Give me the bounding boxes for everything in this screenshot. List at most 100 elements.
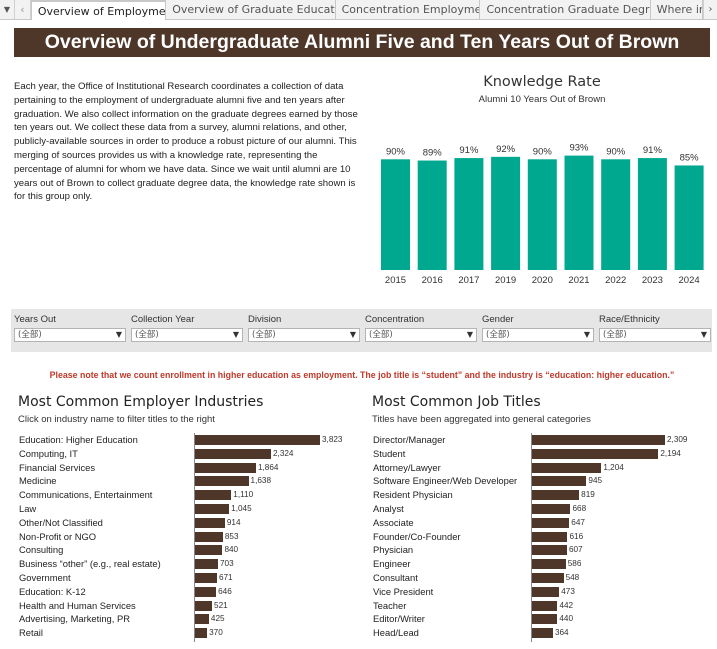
job-title-row[interactable]: Engineer 586 [373,557,713,571]
job-title-row[interactable]: Associate 647 [373,516,713,530]
job-title-label[interactable]: Engineer [373,558,411,570]
knowledge-rate-bar-2022[interactable] [601,159,631,270]
industry-row[interactable]: Advertising, Marketing, PR 425 [19,612,349,626]
job-title-row[interactable]: Director/Manager 2,309 [373,433,713,447]
tab-overview-of-employment[interactable]: Overview of Employment [30,0,167,20]
tab-menu-icon[interactable]: ▼ [0,0,15,19]
job-title-label[interactable]: Consultant [373,571,418,583]
industry-bar[interactable] [195,600,213,611]
job-title-bar[interactable] [532,545,567,556]
job-title-label[interactable]: Teacher [373,599,407,611]
industry-label[interactable]: Computing, IT [19,447,78,459]
job-title-bar[interactable] [532,628,553,639]
job-title-row[interactable]: Resident Physician 819 [373,488,713,502]
industry-row[interactable]: Communications, Entertainment 1,110 [19,488,349,502]
tab-concentration-graduate-degrees[interactable]: Concentration Graduate Degre... [480,0,651,19]
job-title-label[interactable]: Analyst [373,502,404,514]
industry-label[interactable]: Other/Not Classified [19,516,103,528]
job-title-label[interactable]: Physician [373,544,414,556]
concentration-select[interactable]: (全部) ▼ [365,328,477,342]
job-title-bar[interactable] [532,448,659,459]
job-title-row[interactable]: Editor/Writer 440 [373,612,713,626]
job-title-label[interactable]: Vice President [373,585,434,597]
knowledge-rate-bar-2015[interactable] [381,159,410,270]
industry-row[interactable]: Retail 370 [19,626,349,640]
job-title-row[interactable]: Head/Lead 364 [373,626,713,640]
job-title-label[interactable]: Resident Physician [373,489,453,501]
division-select[interactable]: (全部) ▼ [248,328,360,342]
industry-label[interactable]: Advertising, Marketing, PR [19,613,130,625]
industry-row[interactable]: Other/Not Classified 914 [19,516,349,530]
industry-label[interactable]: Government [19,571,71,583]
industry-bar[interactable] [195,628,208,639]
tab-scroll-left-icon[interactable]: ‹ [15,0,31,19]
job-title-bar[interactable] [532,490,580,501]
years-out-select[interactable]: (全部) ▼ [14,328,126,342]
tab-where-in-the-world[interactable]: Where in th [651,0,703,19]
industry-label[interactable]: Medicine [19,475,57,487]
race-ethnicity-select[interactable]: (全部) ▼ [599,328,711,342]
industry-bar[interactable] [195,572,217,583]
industry-label[interactable]: Education: K-12 [19,585,86,597]
industry-bar[interactable] [195,531,223,542]
job-title-row[interactable]: Founder/Co-Founder 616 [373,530,713,544]
industry-row[interactable]: Medicine 1,638 [19,474,349,488]
job-title-label[interactable]: Editor/Writer [373,613,425,625]
industry-label[interactable]: Health and Human Services [19,599,136,611]
job-title-label[interactable]: Student [373,447,406,459]
industry-label[interactable]: Communications, Entertainment [19,489,153,501]
industry-bar[interactable] [195,614,209,625]
job-title-bar[interactable] [532,462,602,473]
industry-row[interactable]: Non-Profit or NGO 853 [19,530,349,544]
job-title-bar[interactable] [532,600,558,611]
job-title-row[interactable]: Student 2,194 [373,447,713,461]
job-title-label[interactable]: Head/Lead [373,627,419,639]
industry-row[interactable]: Business “other” (e.g., real estate) 703 [19,557,349,571]
industry-bar[interactable] [195,559,218,570]
industry-bar[interactable] [195,435,320,445]
gender-select[interactable]: (全部) ▼ [482,328,594,342]
industry-label[interactable]: Retail [19,627,43,639]
industry-row[interactable]: Health and Human Services 521 [19,599,349,613]
job-title-row[interactable]: Consultant 548 [373,571,713,585]
knowledge-rate-bar-2019[interactable] [491,156,521,270]
job-title-label[interactable]: Founder/Co-Founder [373,530,461,542]
knowledge-rate-bar-2016[interactable] [417,160,447,270]
industry-bar[interactable] [195,448,271,459]
job-title-bar[interactable] [532,572,564,583]
knowledge-rate-bar-2024[interactable] [674,165,704,270]
industry-row[interactable]: Government 671 [19,571,349,585]
industry-row[interactable]: Computing, IT 2,324 [19,447,349,461]
job-title-bar[interactable] [532,517,570,528]
job-title-label[interactable]: Director/Manager [373,434,446,445]
industry-bar[interactable] [195,476,249,487]
job-title-label[interactable]: Attorney/Lawyer [373,461,441,473]
knowledge-rate-bar-2023[interactable] [637,158,667,270]
job-title-row[interactable]: Software Engineer/Web Developer 945 [373,474,713,488]
tab-overview-of-graduate-education[interactable]: Overview of Graduate Education [166,0,336,19]
industry-row[interactable]: Education: Higher Education 3,823 [19,433,349,447]
industry-label[interactable]: Law [19,502,37,514]
job-title-bar[interactable] [532,476,587,487]
job-title-bar[interactable] [532,503,571,514]
job-title-bar[interactable] [532,559,566,570]
job-title-row[interactable]: Vice President 473 [373,585,713,599]
job-title-row[interactable]: Teacher 442 [373,599,713,613]
knowledge-rate-bar-2017[interactable] [454,158,484,270]
industry-label[interactable]: Non-Profit or NGO [19,530,97,542]
job-title-label[interactable]: Associate [373,516,414,528]
industry-bar[interactable] [195,503,230,514]
job-title-bar[interactable] [532,435,665,445]
job-title-bar[interactable] [532,531,568,542]
industry-label[interactable]: Business “other” (e.g., real estate) [19,558,161,570]
industry-bar[interactable] [195,490,232,501]
collection-year-select[interactable]: (全部) ▼ [131,328,243,342]
industry-row[interactable]: Consulting 840 [19,543,349,557]
industry-bar[interactable] [195,517,225,528]
job-title-bar[interactable] [532,586,560,597]
industry-label[interactable]: Education: Higher Education [19,434,138,445]
industry-label[interactable]: Financial Services [19,461,96,473]
industry-row[interactable]: Financial Services 1,864 [19,461,349,475]
job-title-row[interactable]: Analyst 668 [373,502,713,516]
industry-bar[interactable] [195,545,223,556]
